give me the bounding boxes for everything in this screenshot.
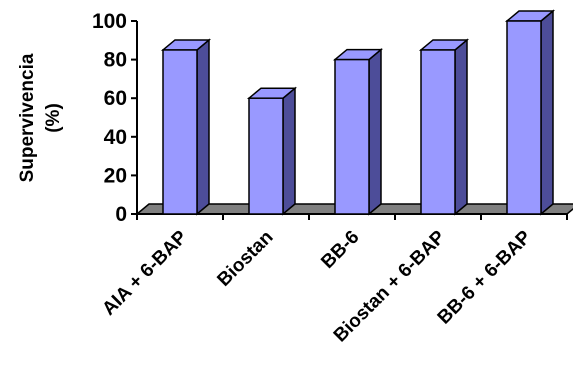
y-axis-title: Supervivencia (%) — [17, 53, 64, 182]
bar-front-face — [334, 58, 370, 215]
bar-side-face — [540, 9, 554, 216]
y-axis-label-line1: Supervivencia — [17, 53, 38, 182]
x-tick-label: BB-6 — [317, 227, 363, 273]
y-tick-label: 20 — [104, 164, 127, 187]
y-tick-label: 80 — [104, 49, 127, 72]
y-tick-label: 60 — [104, 87, 127, 110]
bar-side-face — [368, 47, 382, 216]
x-tick-label: Biostan — [213, 227, 277, 291]
y-tick-label: 0 — [115, 203, 127, 226]
bar — [504, 9, 556, 216]
bar — [246, 86, 298, 216]
x-tick-label: AIA + 6-BAP — [98, 226, 191, 319]
bar-front-face — [506, 20, 542, 215]
bar-side-face — [196, 38, 210, 216]
y-axis-label-line2: (%) — [43, 103, 64, 133]
bar — [332, 47, 384, 216]
bar-front-face — [248, 97, 284, 215]
bar-side-face — [282, 86, 296, 216]
y-tick-labels: 0 20 40 60 80 100 — [92, 10, 127, 226]
bar-front-face — [420, 49, 456, 215]
bar-side-face — [454, 38, 468, 216]
bar — [418, 38, 470, 216]
bars — [160, 9, 556, 216]
y-tick-label: 40 — [104, 126, 127, 149]
bar-front-face — [162, 49, 198, 215]
bar — [160, 38, 212, 216]
y-tick-label: 100 — [92, 10, 127, 33]
